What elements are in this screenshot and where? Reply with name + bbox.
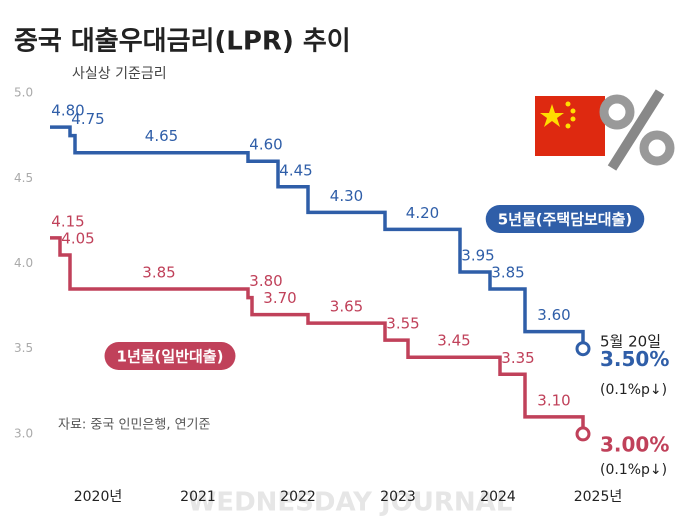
value-label: 4.60 (249, 136, 282, 154)
chart-title: 중국 대출우대금리(LPR) 추이 (14, 27, 351, 57)
annotation: (0.1%p↓) (600, 462, 667, 478)
value-label: 3.70 (263, 289, 296, 307)
legend-label: 5년물(주택담보대출) (498, 211, 633, 229)
x-tick-label: 2024 (480, 489, 516, 505)
x-tick-label: 2023 (380, 489, 416, 505)
value-label: 4.45 (279, 161, 312, 179)
value-label: 4.30 (330, 187, 363, 205)
value-label: 3.80 (249, 272, 282, 290)
flag-star (565, 101, 571, 107)
legend-label: 1년물(일반대출) (117, 348, 224, 366)
end-marker (575, 341, 591, 357)
x-tick-label: 2020년 (74, 489, 123, 505)
percent-icon (599, 89, 675, 171)
legend-pill (485, 205, 645, 233)
y-tick-label: 3.5 (14, 341, 33, 355)
value-label: 3.35 (501, 349, 534, 367)
value-label: 4.15 (51, 212, 84, 230)
value-label: 4.05 (61, 229, 94, 247)
step-line (50, 125, 585, 349)
value-label: 3.95 (461, 247, 494, 265)
end-marker (575, 426, 591, 442)
legend-item: 5년물(주택담보대출) (485, 205, 645, 233)
annotation: (0.1%p↓) (600, 382, 667, 398)
annotation: 5월 20일 (600, 333, 661, 351)
value-label: 4.20 (406, 204, 439, 222)
value-label: 3.65 (330, 298, 363, 316)
value-label: 3.10 (537, 391, 570, 409)
value-label: 4.75 (71, 110, 104, 128)
x-tick-label: 2022 (280, 489, 316, 505)
flag-star (570, 108, 576, 114)
percent-slash (607, 89, 665, 171)
flag-star (565, 123, 571, 129)
percent-ring (639, 130, 675, 166)
flag-star (570, 116, 576, 122)
value-label: 3.85 (491, 264, 524, 282)
value-label: 4.80 (51, 102, 84, 120)
legend-pill (104, 342, 236, 370)
y-tick-label: 5.0 (14, 86, 33, 100)
value-label: 3.45 (437, 332, 470, 350)
flag-star (540, 104, 564, 127)
x-tick-label: 2025년 (574, 489, 623, 505)
flag (535, 96, 605, 156)
value-label: 3.85 (142, 264, 175, 282)
y-tick-label: 4.5 (14, 171, 33, 185)
watermark: WEDNESDAY JOURNAL (188, 488, 513, 518)
value-label: 3.00% (600, 432, 669, 456)
x-tick-label: 2021 (180, 489, 216, 505)
y-tick-label: 3.0 (14, 426, 33, 440)
value-label: 3.55 (386, 315, 419, 333)
step-line (50, 236, 585, 434)
percent-ring (599, 94, 635, 130)
source: 자료: 중국 인민은행, 연기준 (58, 417, 211, 433)
value-label: 4.65 (145, 127, 178, 145)
value-label: 3.50% (600, 347, 669, 371)
y-tick-label: 4.0 (14, 256, 33, 270)
value-label: 3.60 (537, 306, 570, 324)
legend-item: 1년물(일반대출) (104, 342, 236, 370)
subtitle: 사실상 기준금리 (72, 66, 167, 82)
